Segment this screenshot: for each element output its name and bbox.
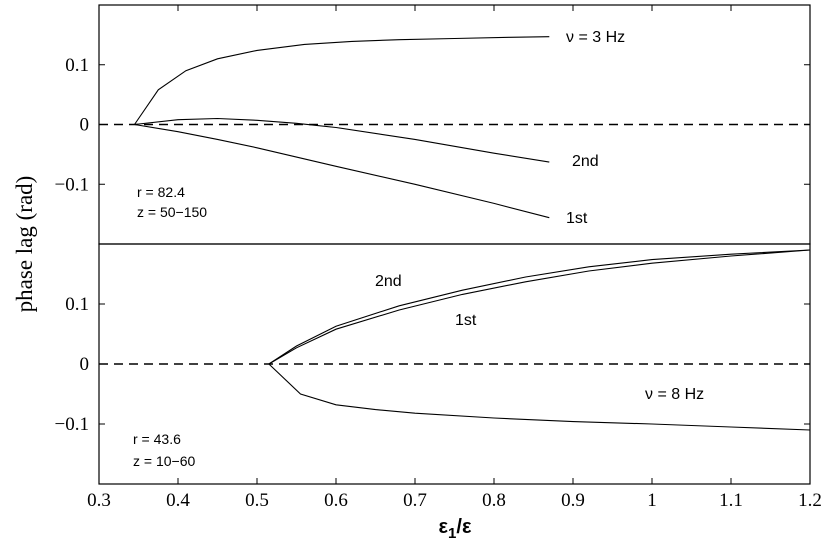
xtick-label: 0.9 [561,490,585,511]
xtick-label: 0.3 [87,490,111,511]
bottom-ytick-label: 0 [80,354,90,375]
bottom-series-line-2 [268,363,811,431]
top-series-label-2nd: 2nd [572,153,599,170]
top-ytick-label: −0.1 [55,174,89,195]
bottom-series-label-1st: 1st [455,312,477,329]
x-axis-label: ε1/ε [439,516,472,542]
y-axis-label: phase lag (rad) [12,176,37,313]
xtick-label: 1.1 [719,490,743,511]
top-series-label-3hz: ν = 3 Hz [566,29,625,46]
xtick-label: 0.6 [324,490,348,511]
top-r-label: r = 82.4 [137,184,185,200]
x-axis-label-sub: 1 [448,525,456,542]
top-series-line-0 [134,36,550,125]
top-ytick-label: 0.1 [65,55,89,76]
xtick-label: 0.8 [482,490,506,511]
xtick-label: 1.2 [798,490,822,511]
xtick-label: 0.4 [166,490,190,511]
top-series-line-2 [134,123,550,219]
bottom-series-line-0 [268,249,811,365]
bottom-series-line-1 [268,249,811,365]
xtick-label: 0.5 [245,490,269,511]
top-ytick-label: 0 [80,115,90,136]
x-axis-label-eps: ε [439,516,449,538]
x-axis-label-tail: /ε [456,516,472,538]
bottom-series-label-2nd: 2nd [375,273,402,290]
top-z-label: z = 50−150 [137,204,207,220]
bottom-r-label: r = 43.6 [133,431,181,447]
bottom-z-label: z = 10−60 [133,453,195,469]
bottom-ytick-label: −0.1 [55,414,89,435]
top-series-label-1st: 1st [566,210,588,227]
xtick-label: 1 [647,490,657,511]
bottom-series-label-8hz: ν = 8 Hz [645,386,704,403]
bottom-ytick-label: 0.1 [65,294,89,315]
top-series-line-1 [134,117,550,163]
xtick-label: 0.7 [403,490,427,511]
